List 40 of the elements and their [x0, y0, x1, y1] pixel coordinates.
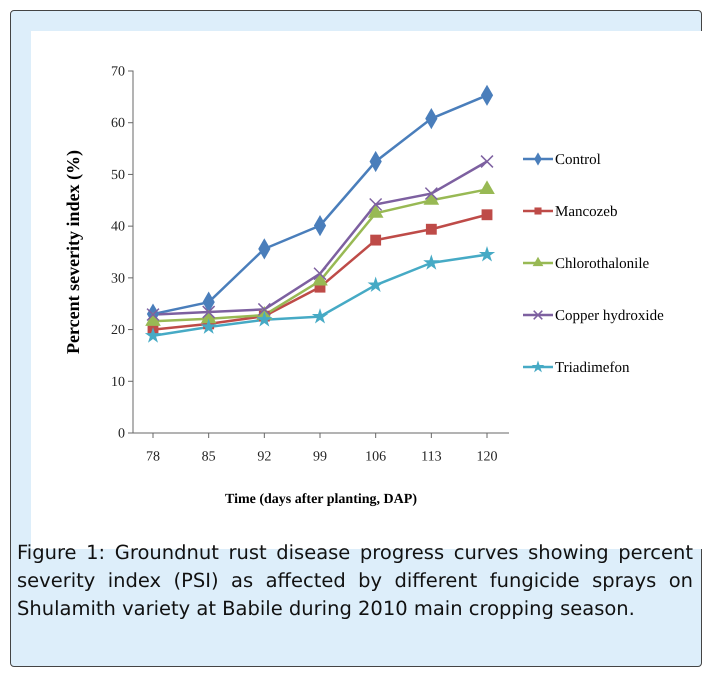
y-tick-label: 0 [118, 426, 125, 442]
x-tick-label: 85 [202, 450, 216, 465]
legend-label: Triadimefon [555, 360, 630, 376]
point [256, 311, 272, 327]
point [144, 327, 162, 343]
y-tick-label: 50 [111, 168, 125, 183]
point [370, 234, 382, 246]
x-tick-label: 92 [257, 450, 272, 465]
y-tick-label: 60 [111, 116, 125, 132]
point [482, 209, 492, 220]
point [480, 154, 494, 168]
x-tick-label: 106 [365, 450, 386, 465]
legend-label: Control [555, 152, 601, 168]
x-tick-label: 99 [313, 450, 327, 465]
legend-label: Chlorothalonile [555, 256, 650, 272]
point [313, 267, 327, 280]
y-tick-label: 40 [111, 220, 125, 235]
y-tick-label: 10 [111, 374, 125, 390]
y-tick-label: 70 [111, 64, 125, 80]
y-axis-title: Percent severity index (%) [63, 150, 83, 354]
y-tick-label: 20 [111, 323, 125, 338]
point [478, 246, 496, 262]
point [312, 308, 328, 324]
legend-label: Mancozeb [555, 204, 618, 220]
x-axis-title: Time (days after planting, DAP) [225, 492, 418, 507]
x-tick-label: 78 [146, 450, 160, 465]
x-tick-label: 113 [421, 450, 442, 465]
point [426, 224, 437, 235]
point [200, 318, 217, 334]
point [368, 198, 382, 212]
legend-label: Copper hydroxide [555, 308, 664, 324]
caption: Figure 1: Groundnut rust disease progress curves showing percent severity index (PSI) as affected by different fungicide sprays on Shulamith variety at Babile during 2010 main cropping season. [17, 540, 693, 622]
point [424, 186, 438, 200]
y-tick-label: 30 [111, 271, 125, 286]
point [258, 302, 272, 316]
point [423, 254, 440, 270]
point [202, 305, 216, 319]
point [146, 308, 160, 322]
point [368, 276, 384, 292]
x-tick-label: 120 [476, 450, 498, 465]
